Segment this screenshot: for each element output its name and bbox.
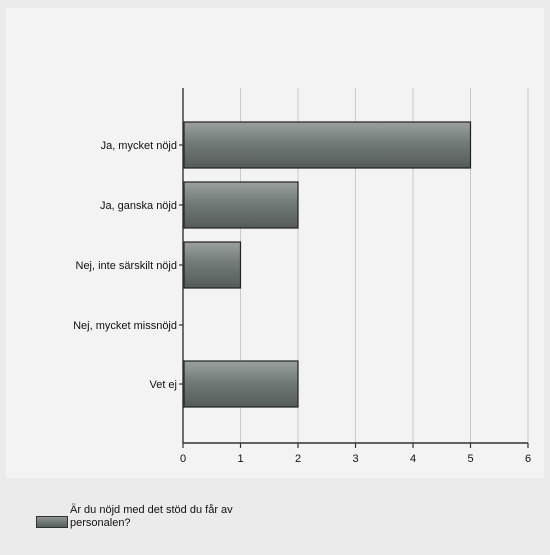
x-tick-label: 3	[352, 453, 358, 465]
x-tick-label: 0	[180, 453, 186, 465]
category-label: Ja, mycket nöjd	[101, 140, 177, 152]
x-tick-label: 4	[410, 453, 416, 465]
category-label: Ja, ganska nöjd	[100, 200, 177, 212]
x-tick-labels: 0 1 2 3 4 5 6	[180, 453, 531, 465]
bar	[183, 181, 299, 229]
legend: Är du nöjd med det stöd du får av person…	[36, 504, 296, 538]
x-tick-label: 2	[295, 453, 301, 465]
category-label: Nej, mycket missnöjd	[73, 320, 177, 332]
x-tick-label: 6	[525, 453, 531, 465]
category-label: Vet ej	[149, 379, 177, 391]
bars	[183, 121, 472, 408]
bar	[183, 241, 242, 289]
bar	[183, 360, 299, 408]
category-label: Nej, inte särskilt nöjd	[76, 260, 178, 272]
axes	[179, 88, 529, 448]
legend-label: Är du nöjd med det stöd du får av person…	[70, 504, 233, 529]
x-tick-label: 1	[237, 453, 243, 465]
bar	[183, 121, 472, 169]
x-tick-label: 5	[467, 453, 473, 465]
legend-swatch	[36, 516, 68, 528]
bar-chart: Ja, mycket nöjd Ja, ganska nöjd Nej, inte …	[73, 88, 531, 465]
category-labels: Ja, mycket nöjd Ja, ganska nöjd Nej, inte …	[73, 140, 177, 391]
